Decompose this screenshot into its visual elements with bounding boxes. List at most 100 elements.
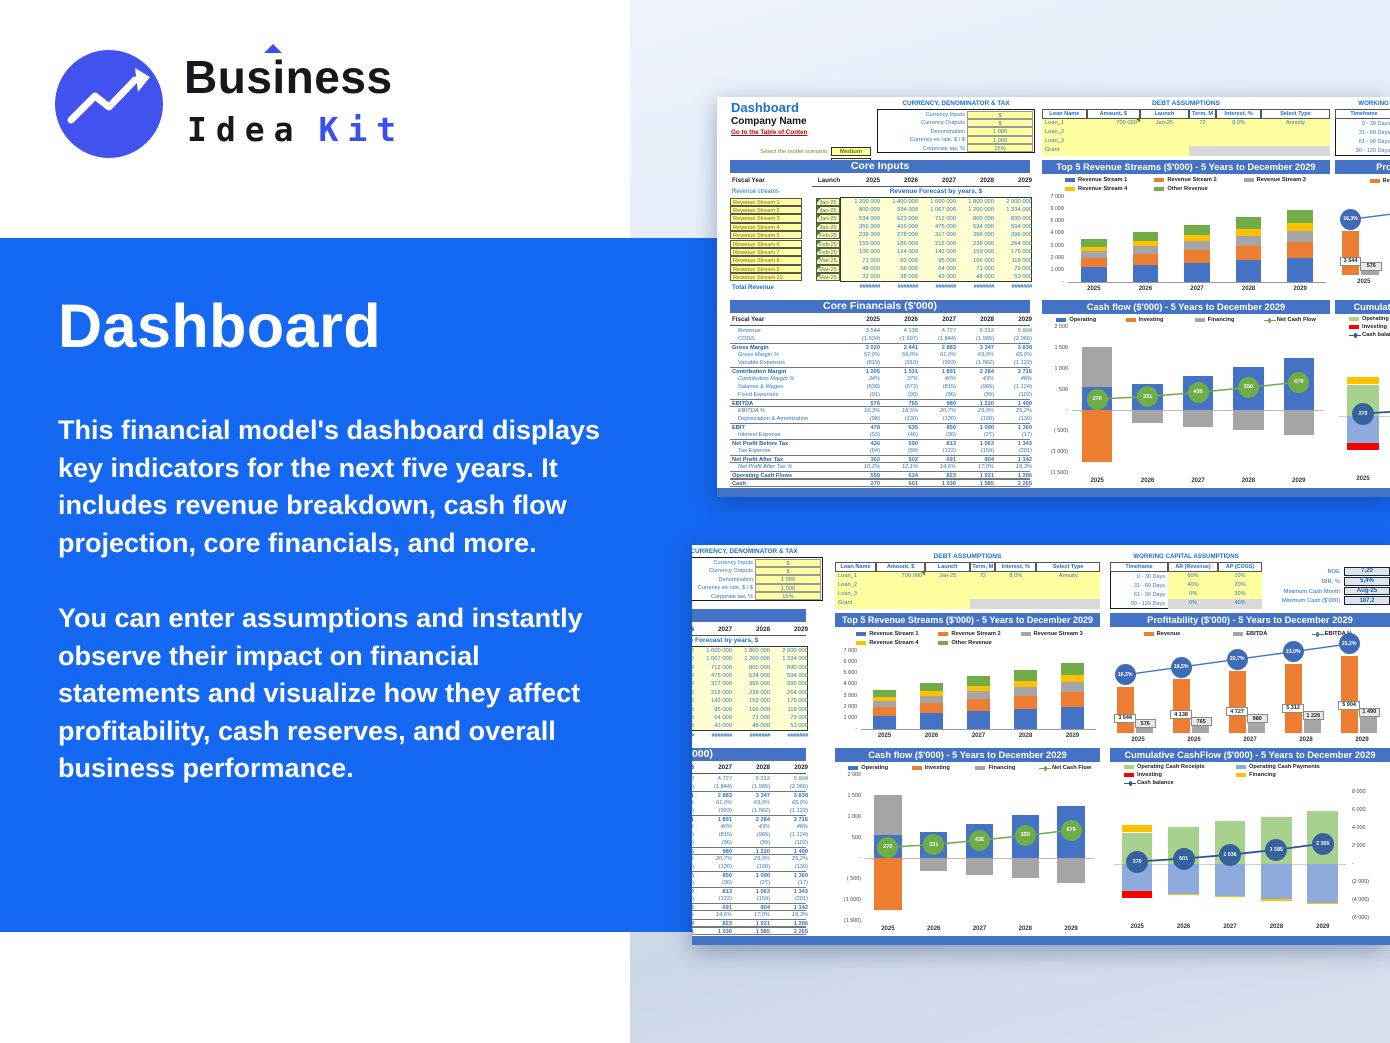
debt-input-cell[interactable] (1036, 580, 1100, 591)
currency-input-cell[interactable]: 1,000 (755, 583, 821, 593)
wc-input-cell[interactable]: 10% (1218, 571, 1262, 581)
debt-input-cell[interactable] (1216, 137, 1261, 147)
debt-input-cell[interactable] (925, 599, 971, 609)
stream-launch-cell[interactable]: Mar-25 (816, 264, 840, 274)
debt-input-cell[interactable] (1086, 137, 1140, 147)
financials-row: COGS(1 524)(1 697)(1 844)(1 965)(2 066) (692, 783, 808, 791)
debt-input-cell[interactable]: 72 (970, 571, 996, 581)
legend-label: Other Revenue (951, 639, 992, 646)
debt-input-cell[interactable] (1260, 127, 1330, 138)
stream-launch-cell[interactable]: Feb-25 (816, 239, 840, 248)
stream-launch-cell[interactable]: Jan-25 (816, 222, 840, 232)
debt-input-cell[interactable] (1086, 146, 1140, 156)
row-label: Gross Margin (732, 345, 769, 351)
wc-input-cell[interactable]: 0% (1168, 590, 1218, 600)
debt-input-cell[interactable] (1139, 137, 1189, 147)
cell-value: 1 266 (793, 921, 808, 927)
stream-name-cell[interactable]: Revenue Stream 10 (730, 273, 802, 282)
debt-input-cell[interactable] (925, 580, 971, 591)
debt-input-cell[interactable] (925, 590, 971, 600)
debt-input-cell[interactable]: Annuity (1036, 571, 1100, 581)
debt-input-cell[interactable]: 8.0% (995, 571, 1037, 581)
currency-input-cell[interactable]: 15% (755, 592, 821, 601)
stream-name-cell[interactable]: Revenue Stream 7 (730, 247, 802, 257)
wc-input-cell[interactable]: 30% (1218, 590, 1262, 600)
cell-value: (93) (907, 392, 918, 398)
debt-input-cell[interactable] (970, 580, 996, 591)
currency-input-cell[interactable]: $ (967, 110, 1033, 119)
data-point-badge: 331 (1137, 386, 1159, 408)
debt-input-cell[interactable]: Loan_2 (835, 580, 877, 591)
row-label: Net Profit Before Tax (732, 441, 789, 447)
forecast-value-cell: 356 000 (973, 232, 994, 239)
debt-input-cell[interactable]: Grant (835, 599, 877, 609)
stream-name-cell[interactable]: Revenue Stream 4 (730, 222, 802, 232)
scenario-input-cell[interactable]: Medium (831, 147, 871, 156)
legend-swatch (1236, 765, 1246, 769)
debt-input-cell[interactable] (1260, 137, 1330, 147)
debt-input-cell[interactable]: Jan-25 (1139, 118, 1189, 128)
debt-input-cell[interactable]: Grant (1042, 146, 1087, 156)
forecast-value-cell: 56 000 (900, 266, 918, 272)
stream-name-cell[interactable]: Revenue Stream 9 (730, 264, 802, 274)
debt-input-cell[interactable]: 72 (1188, 118, 1217, 128)
stream-name-cell[interactable]: Revenue Stream 8 (730, 256, 802, 265)
debt-input-cell[interactable] (1086, 127, 1140, 138)
stream-launch-cell[interactable]: Feb-25 (816, 247, 840, 257)
forecast-value-cell: 712 000 (935, 215, 956, 222)
debt-input-cell[interactable]: Loan_1 (835, 571, 877, 581)
debt-input-cell[interactable]: Loan_1 (1042, 118, 1087, 128)
debt-input-cell[interactable]: Loan_3 (835, 590, 877, 600)
stream-launch-cell[interactable]: Mar-25 (816, 256, 840, 265)
currency-input-cell[interactable]: 1 000 (755, 575, 821, 584)
toc-link[interactable]: Go to the Table of Conten (731, 129, 808, 136)
stream-launch-cell[interactable]: Jan-25 (816, 214, 840, 223)
wc-input-cell[interactable]: 20% (1218, 580, 1262, 591)
debt-input-cell[interactable]: Jan-25 (925, 571, 971, 581)
currency-input-cell[interactable]: 1,000 (967, 135, 1033, 145)
debt-input-cell[interactable] (1216, 127, 1261, 138)
wc-input-cell[interactable]: 40% (1168, 580, 1218, 591)
wc-input-cell[interactable]: 60% (1168, 571, 1218, 581)
debt-input-cell[interactable]: 700 000 (1086, 118, 1140, 128)
debt-input-cell[interactable] (876, 599, 926, 609)
debt-input-cell[interactable]: 700 000 (876, 571, 926, 581)
stream-launch-cell[interactable]: Feb-25 (816, 231, 840, 240)
stream-name-cell[interactable]: Revenue Stream 3 (730, 214, 802, 223)
cell-value: 980 (946, 401, 957, 407)
debt-input-cell[interactable] (1188, 137, 1217, 147)
cell-value: (1 124) (1013, 384, 1032, 390)
debt-input-cell[interactable]: Loan_2 (1042, 127, 1087, 138)
debt-input-cell[interactable]: Annuity (1260, 118, 1330, 128)
debt-input-cell[interactable] (970, 590, 996, 600)
currency-input-cell[interactable]: $ (967, 118, 1033, 128)
stream-name-cell[interactable]: Revenue Stream 2 (730, 205, 802, 215)
debt-input-cell[interactable] (1139, 146, 1189, 156)
bar-segment (1080, 238, 1107, 247)
debt-input-cell[interactable] (1188, 127, 1217, 138)
stream-name-cell[interactable]: Revenue Stream 5 (730, 231, 802, 240)
currency-row-label: Denomination (930, 128, 965, 135)
cell-value: 65,0% (1015, 352, 1032, 358)
data-point-badge: 270 (1352, 402, 1374, 425)
stream-launch-cell[interactable]: Mar-25 (816, 273, 840, 282)
currency-input-cell[interactable]: 1 000 (967, 127, 1033, 136)
stream-name-cell[interactable]: Revenue Stream 6 (730, 239, 802, 248)
currency-input-cell[interactable]: $ (755, 558, 821, 567)
currency-input-cell[interactable]: 15% (967, 144, 1033, 153)
debt-input-cell[interactable] (876, 580, 926, 591)
stream-launch-cell[interactable]: Jan-25 (816, 205, 840, 215)
column-header: Interest, % (995, 562, 1037, 572)
debt-input-cell[interactable]: Loan_3 (1042, 137, 1087, 147)
debt-input-cell[interactable] (876, 590, 926, 600)
stream-name-cell[interactable]: Revenue Stream 1 (730, 197, 802, 206)
stream-launch-cell[interactable]: Jan-25 (816, 197, 840, 206)
debt-input-cell[interactable] (995, 580, 1037, 591)
debt-input-cell[interactable] (1036, 590, 1100, 600)
debt-input-cell[interactable] (995, 590, 1037, 600)
debt-input-cell[interactable]: 8.0% (1216, 118, 1261, 128)
cell-value: (2 066) (789, 784, 808, 790)
currency-input-cell[interactable]: $ (755, 566, 821, 576)
row-label: EBITDA (732, 401, 754, 407)
debt-input-cell[interactable] (1139, 127, 1189, 138)
